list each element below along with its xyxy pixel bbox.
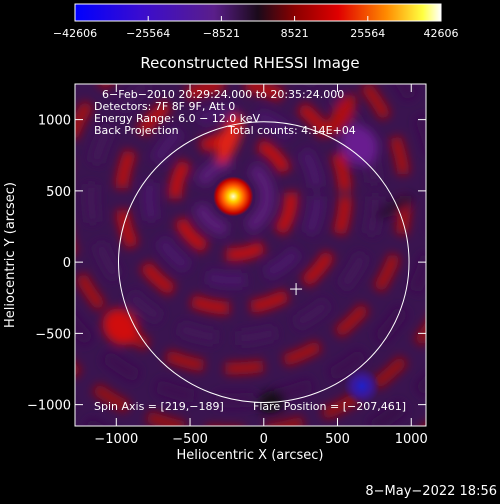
y-tick-label: 0 — [63, 256, 71, 271]
colorbar-ticks: −42606 −25564 −8521 8521 25564 42606 — [53, 16, 459, 40]
fringe-blob — [102, 308, 139, 345]
x-axis-ticks: −1000 −500 0 500 1000 — [94, 84, 428, 447]
colorbar-tick-label: −42606 — [53, 27, 97, 40]
fringe-blob — [340, 125, 378, 166]
annotation-detectors: Detectors: 7F 8F 9F, Att 0 — [94, 100, 235, 113]
x-tick-label: 0 — [260, 432, 268, 447]
flare-source — [213, 176, 254, 217]
x-axis-label: Heliocentric X (arcsec) — [177, 448, 324, 463]
y-tick-label: 1000 — [38, 114, 71, 129]
y-tick-label: −1000 — [27, 399, 71, 414]
colorbar-tick-label: −25564 — [126, 27, 170, 40]
footer-date: 8−May−2022 18:56 — [365, 484, 497, 499]
colorbar-tick-label: −8521 — [203, 27, 240, 40]
fringe-blob — [327, 94, 356, 135]
chart-title: Reconstructed RHESSI Image — [140, 54, 359, 72]
plot-frame — [74, 83, 427, 427]
colorbar-tick-label: 25564 — [350, 27, 385, 40]
annotation-energy: Energy Range: 6.0 − 12.0 keV — [94, 112, 261, 125]
colorbar-tick-label: 42606 — [424, 27, 459, 40]
annotation-spin-axis: Spin Axis = [219,−189] — [94, 400, 224, 413]
y-tick-label: 500 — [46, 185, 71, 200]
x-tick-label: −1000 — [94, 432, 138, 447]
fringe-ring — [75, 84, 412, 375]
fringe-blob — [216, 114, 243, 164]
fringe-ring — [75, 84, 426, 408]
x-tick-label: −500 — [172, 432, 208, 447]
fringe-ring — [142, 105, 325, 288]
annotation-flare-position: Flare Position = [−207,461] — [253, 400, 406, 413]
y-tick-label: −500 — [35, 327, 71, 342]
fringe-ring — [84, 84, 383, 346]
spin-axis-marker — [290, 283, 303, 296]
y-axis-label: Heliocentric Y (arcsec) — [3, 182, 18, 328]
annotation-time-range: 6−Feb−2010 20:29:24.000 to 20:35:24.000 — [102, 88, 344, 101]
colorbar — [74, 3, 442, 22]
solar-limb-circle — [118, 121, 410, 403]
annotation-counts: Total counts: 4.14E+04 — [227, 124, 356, 137]
negative-peak — [343, 368, 380, 405]
y-axis-ticks: −1000 −500 0 500 1000 — [27, 114, 426, 414]
fringe-ring — [192, 155, 275, 238]
annotation-method: Back Projection — [94, 124, 179, 137]
fringe-blob — [375, 195, 414, 219]
x-tick-label: 500 — [325, 432, 350, 447]
colorbar-tick-label: 8521 — [281, 27, 309, 40]
fringe-ring — [114, 84, 352, 315]
x-tick-label: 1000 — [395, 432, 428, 447]
